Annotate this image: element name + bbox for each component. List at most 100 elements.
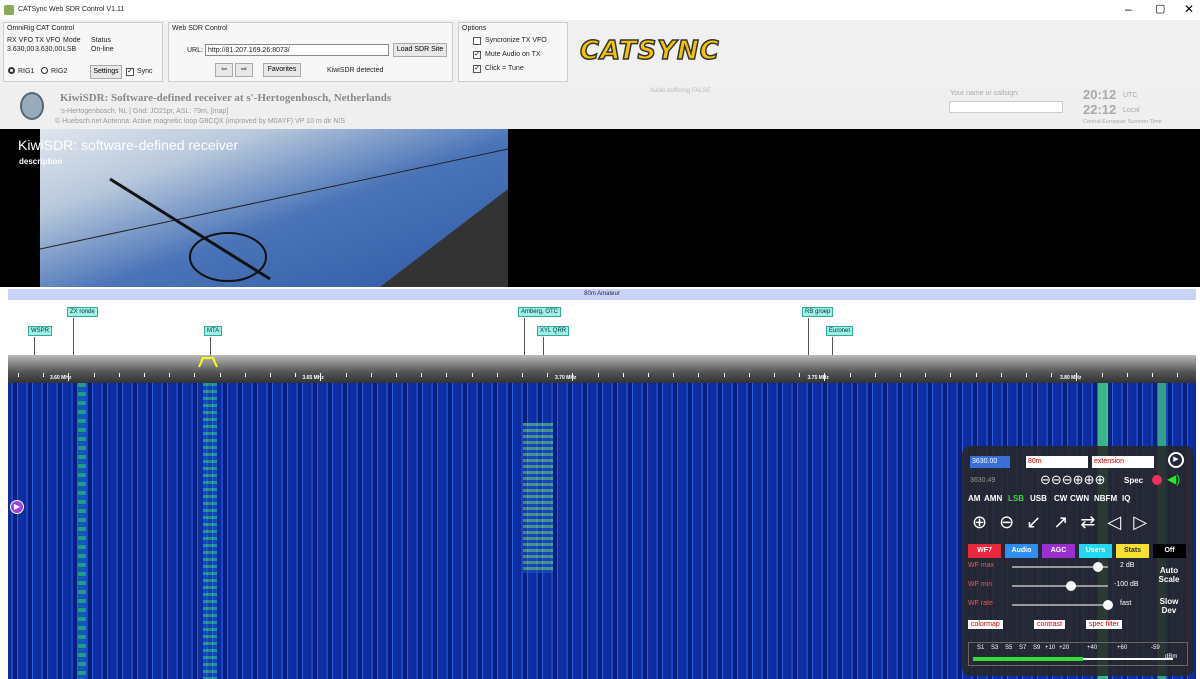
scale-tick xyxy=(245,373,246,377)
kiwi-antenna: © Huebsch.net Antenna: Active magnetic l… xyxy=(55,118,345,125)
band-label[interactable]: RB groep xyxy=(802,307,833,317)
tab-button[interactable]: WF7 xyxy=(968,544,1001,558)
maximize[interactable]: ▢ xyxy=(1155,2,1165,15)
slow-dev[interactable]: Slow Dev xyxy=(1154,597,1184,615)
mode-button[interactable]: AMN xyxy=(984,494,1002,503)
s-meter-label: S3 xyxy=(991,645,998,651)
option-checkbox[interactable]: ✓ xyxy=(473,51,481,59)
cursor-frequency: 3630.49 xyxy=(970,477,995,484)
field-label: Mode xyxy=(63,37,81,44)
scale-tick xyxy=(43,373,44,377)
slider-knob[interactable] xyxy=(1093,562,1103,572)
band-select[interactable]: 80m xyxy=(1026,456,1088,468)
callsign-label: Your name or callsign: xyxy=(950,90,1019,97)
scale-label: 3.80 MHz xyxy=(1060,375,1081,381)
mode-button[interactable]: CWN xyxy=(1070,494,1089,503)
option-checkbox[interactable] xyxy=(473,37,481,45)
scale-tick xyxy=(1127,373,1128,377)
radio-rig2[interactable] xyxy=(41,67,48,74)
mode-button[interactable]: LSB xyxy=(1008,494,1024,503)
control-panel: 3630.00 80m extension ▶ 3630.49 ⊖⊖⊖⊕⊕⊕ S… xyxy=(962,446,1194,676)
menu-select[interactable]: spec filter xyxy=(1086,620,1122,629)
s-meter-label: -59 xyxy=(1151,645,1160,651)
url-input[interactable]: http://81.207.169.26:8073/ xyxy=(205,44,389,56)
forward-button[interactable]: ⇨ xyxy=(235,63,253,77)
scale-tick xyxy=(875,373,876,377)
passband xyxy=(198,355,218,369)
slider-track xyxy=(1012,585,1108,587)
scale-tick xyxy=(1152,373,1153,377)
tab-button[interactable]: Users xyxy=(1079,544,1112,558)
nav-icons[interactable]: ⊕⊖↙↗⇄◁▷ xyxy=(972,512,1187,536)
scale-tick xyxy=(774,373,775,377)
band-label[interactable]: MTA xyxy=(204,326,222,336)
mode-button[interactable]: NBFM xyxy=(1094,494,1117,503)
settings-button[interactable]: Settings xyxy=(90,65,122,79)
scale-label: 3.65 MHz xyxy=(303,375,324,381)
tab-buttons: WF7 Audio AGC Users Stats Off xyxy=(968,544,1190,558)
band-marker-line xyxy=(832,337,833,355)
scale-tick xyxy=(497,373,498,377)
tab-button[interactable]: Stats xyxy=(1116,544,1149,558)
band-label[interactable]: Euronet xyxy=(826,326,853,336)
slider-knob[interactable] xyxy=(1066,581,1076,591)
scale-tick xyxy=(472,373,473,377)
tab-button[interactable]: Audio xyxy=(1005,544,1038,558)
minimize[interactable]: – xyxy=(1125,2,1132,16)
scale-tick xyxy=(169,373,170,377)
tab-button[interactable]: AGC xyxy=(1042,544,1075,558)
utc-time: 20:12 xyxy=(1083,87,1116,102)
url-label: URL: xyxy=(187,47,203,54)
slider-track xyxy=(1012,604,1108,606)
zoom-buttons[interactable]: ⊖⊖⊖⊕⊕⊕ xyxy=(1040,472,1105,488)
band-marker-line xyxy=(543,337,544,355)
mode-button[interactable]: CW xyxy=(1054,494,1067,503)
mode-button[interactable]: USB xyxy=(1030,494,1047,503)
load-button[interactable]: Load SDR Site xyxy=(393,43,447,57)
slider-label: WF rate xyxy=(968,600,993,607)
close[interactable]: ✕ xyxy=(1184,2,1194,16)
s-meter-label: S1 xyxy=(977,645,984,651)
callsign-input[interactable] xyxy=(949,101,1063,113)
option-checkbox[interactable]: ✓ xyxy=(473,65,481,73)
mute-button[interactable]: ◀) xyxy=(1167,472,1180,486)
field-value: 3.630,00 xyxy=(35,46,62,53)
audio-status: Audio buffering FALSE xyxy=(650,88,711,94)
side-toggle[interactable]: ▶ xyxy=(10,500,24,514)
play-button[interactable]: ▶ xyxy=(1168,452,1184,468)
auto-scale[interactable]: Auto Scale xyxy=(1154,566,1184,584)
spec-label[interactable]: Spec xyxy=(1124,476,1143,485)
checkbox-label: Sync xyxy=(137,68,153,75)
options-group: Options Syncronize TX VFO✓Mute Audio on … xyxy=(458,22,568,82)
logo: CATSYNC xyxy=(580,36,725,66)
slider-knob[interactable] xyxy=(1103,600,1113,610)
radio-rig1[interactable] xyxy=(8,67,15,74)
band-marker-line xyxy=(808,318,809,355)
back-button[interactable]: ⇦ xyxy=(215,63,233,77)
slider-label: WF max xyxy=(968,562,994,569)
menu-select[interactable]: contrast xyxy=(1034,620,1065,629)
band-label[interactable]: ZX ronde xyxy=(67,307,98,317)
band-label[interactable]: XYL QRR xyxy=(537,326,569,336)
scale-tick xyxy=(900,373,901,377)
sync-checkbox[interactable]: ✓ xyxy=(126,68,134,76)
mode-button[interactable]: IQ xyxy=(1122,494,1130,503)
band-marker-line xyxy=(34,337,35,355)
band-label[interactable]: WSPR xyxy=(28,326,52,336)
tab-button[interactable]: Off xyxy=(1153,544,1186,558)
band-label[interactable]: Amberg, OTC xyxy=(518,307,561,317)
record-button[interactable] xyxy=(1152,475,1162,485)
s-meter-bar xyxy=(973,657,1083,661)
mode-button[interactable]: AM xyxy=(968,494,980,503)
scale-tick xyxy=(1026,373,1027,377)
field-label: TX VFO xyxy=(35,37,60,44)
extension-select[interactable]: extension xyxy=(1092,456,1154,468)
scale-tick xyxy=(194,373,195,377)
menu-select[interactable]: colormap xyxy=(968,620,1003,629)
band-marker-line xyxy=(524,318,525,355)
scale-label: 3.60 MHz xyxy=(50,375,71,381)
radio-label: RIG2 xyxy=(51,68,67,75)
kiwi-location: 's-Hertogenbosch, NL | Grid: JO21pr, ASL… xyxy=(60,108,228,115)
favorites-button[interactable]: Favorites xyxy=(263,63,301,77)
frequency-input[interactable]: 3630.00 xyxy=(970,456,1010,468)
